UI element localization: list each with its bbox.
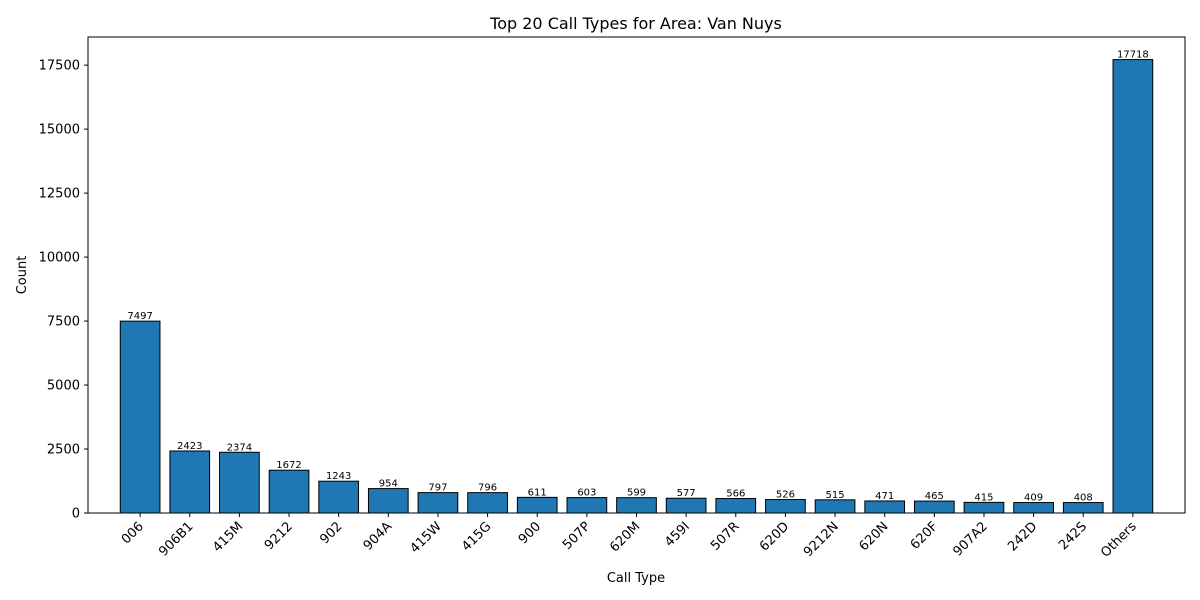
x-tick-label: 507P xyxy=(560,519,594,553)
bar-value-label: 577 xyxy=(677,488,696,499)
bar-620F xyxy=(913,500,955,514)
x-tick-label: 620N xyxy=(856,519,891,554)
y-tick-label: 7500 xyxy=(47,315,80,330)
bar-value-label: 17718 xyxy=(1117,50,1149,61)
x-tick-label: 902 xyxy=(317,519,345,547)
bar-242D xyxy=(1013,502,1054,514)
bar-904A xyxy=(367,488,409,514)
x-tick-label: 904A xyxy=(361,519,396,554)
x-tick-label: 415G xyxy=(459,519,494,554)
bar-value-label: 2374 xyxy=(227,442,252,453)
bar-907A2 xyxy=(963,501,1005,514)
bar-value-label: 408 xyxy=(1074,493,1093,504)
y-ticks-group: 0 2500 5000 7500 10000 12500 15000 17500 xyxy=(39,59,88,522)
bar-006 xyxy=(119,320,161,514)
bar-value-label: 465 xyxy=(925,491,944,502)
plot-area xyxy=(87,36,1186,514)
x-axis-label: Call Type xyxy=(607,571,665,586)
x-tick-label: 006 xyxy=(119,519,147,547)
bar-620N xyxy=(864,500,906,514)
x-ticks-group: 006 906B1 415M 9212 902 904A 415W 415G 900 507P 62… xyxy=(119,513,1140,561)
bar-value-label: 471 xyxy=(875,491,894,502)
x-tick-label: 242S xyxy=(1056,519,1090,553)
x-tick-label: Others xyxy=(1098,519,1140,561)
bar-902 xyxy=(318,480,360,514)
x-tick-label: 907A2 xyxy=(951,519,991,559)
x-tick-label: 507R xyxy=(708,519,743,554)
bar-value-label: 7497 xyxy=(127,311,152,322)
x-tick-label: 9212 xyxy=(262,519,296,553)
bar-415G xyxy=(467,492,508,514)
y-axis-label: Count xyxy=(15,256,30,295)
y-tick-label: 15000 xyxy=(39,123,80,138)
bar-value-label: 566 xyxy=(726,489,745,500)
bar-value-label: 954 xyxy=(379,479,398,490)
x-tick-label: 9212N xyxy=(801,519,842,560)
bar-value-label: 526 xyxy=(776,490,795,501)
x-tick-label: 415W xyxy=(408,519,445,556)
bar-value-label: 797 xyxy=(428,483,447,494)
x-tick-label: 620F xyxy=(908,519,941,552)
bar-242S xyxy=(1062,502,1104,514)
bar-415W xyxy=(417,492,459,514)
bar-9212 xyxy=(268,469,310,514)
bars-group xyxy=(119,59,1154,514)
bar-value-label: 796 xyxy=(478,483,497,494)
bar-value-label: 599 xyxy=(627,488,646,499)
bar-value-label: 1672 xyxy=(276,460,301,471)
bar-value-label: 603 xyxy=(577,488,596,499)
y-tick-label: 0 xyxy=(72,507,80,522)
y-tick-label: 10000 xyxy=(39,251,80,266)
x-tick-label: 900 xyxy=(516,519,544,547)
bar-459I xyxy=(665,497,707,514)
bar-507P xyxy=(566,497,608,514)
y-tick-label: 2500 xyxy=(47,443,80,458)
x-tick-label: 620D xyxy=(757,519,792,554)
bar-value-label: 611 xyxy=(528,487,547,498)
bar-value-label: 415 xyxy=(974,492,993,503)
bar-620M xyxy=(616,497,657,514)
bar-620D xyxy=(765,499,806,514)
bar-value-label: 409 xyxy=(1024,493,1043,504)
bar-507R xyxy=(715,498,757,514)
chart-title: Top 20 Call Types for Area: Van Nuys xyxy=(489,14,782,33)
bar-value-label: 2423 xyxy=(177,441,202,452)
bar-value-label: 1243 xyxy=(326,471,351,482)
bar-415M xyxy=(219,451,260,514)
bar-906B1 xyxy=(169,450,211,514)
bar-Others xyxy=(1112,59,1154,514)
x-tick-label: 242D xyxy=(1005,519,1040,554)
bar-900 xyxy=(516,496,558,514)
bar-9212N xyxy=(814,499,856,514)
y-tick-label: 12500 xyxy=(39,187,80,202)
x-tick-label: 415M xyxy=(210,519,246,555)
y-tick-label: 17500 xyxy=(39,59,80,74)
x-tick-label: 906B1 xyxy=(156,519,196,559)
x-tick-label: 459I xyxy=(662,519,693,550)
y-tick-label: 5000 xyxy=(47,379,80,394)
x-tick-label: 620M xyxy=(607,519,643,555)
bar-value-label: 515 xyxy=(826,490,845,501)
bar-labels-group: 7497 2423 2374 1672 1243 954 797 796 611 603 599 57… xyxy=(127,50,1148,504)
